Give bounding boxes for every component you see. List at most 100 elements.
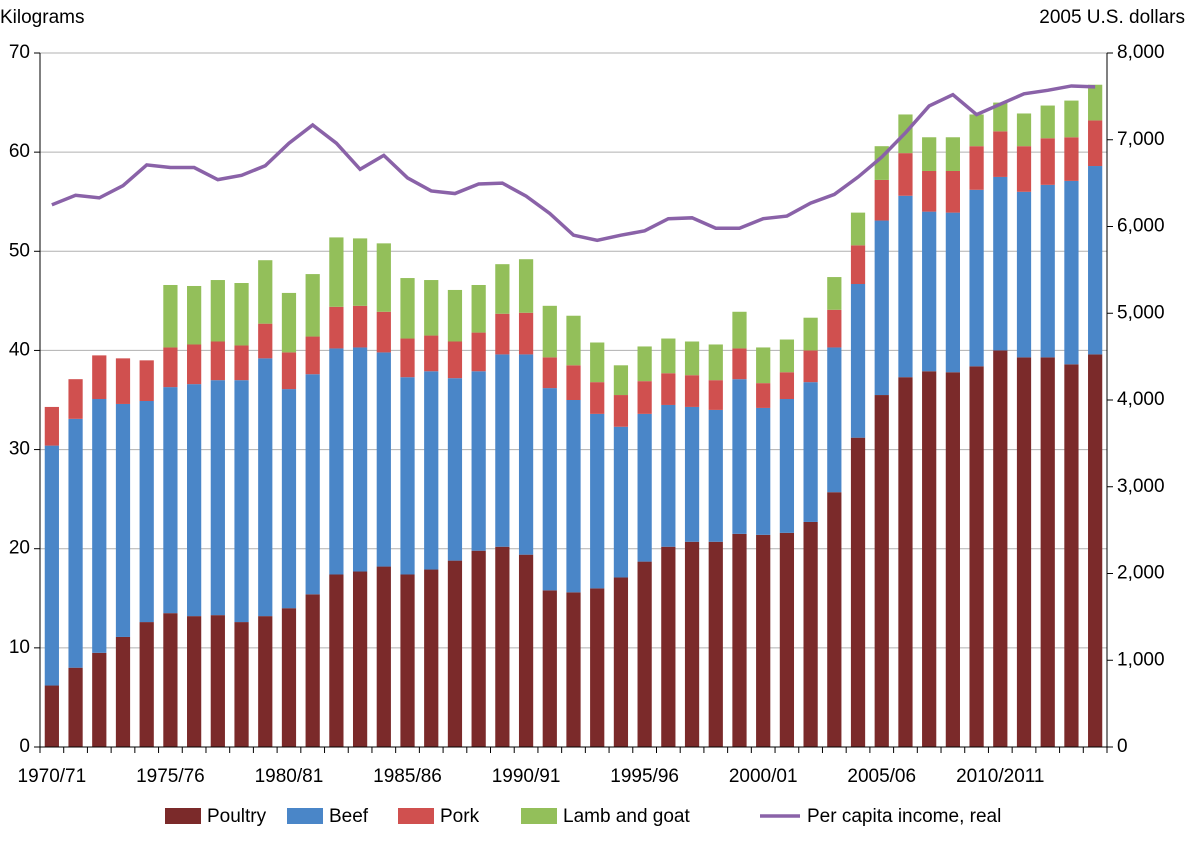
bar-segment — [1064, 180, 1079, 365]
y2-tick-label: 1,000 — [1117, 649, 1165, 670]
bar-segment — [234, 345, 249, 381]
y-axis-label: Kilograms — [0, 7, 84, 28]
bar-segment — [732, 379, 747, 534]
bar-segment — [518, 312, 534, 355]
y2-tick-label: 2,000 — [1117, 563, 1165, 584]
income-line — [51, 84, 1096, 243]
y2-tick-label: 0 — [1117, 736, 1128, 757]
bar-segment — [376, 311, 391, 353]
bar-segment — [258, 323, 273, 359]
bar-segment — [1016, 113, 1032, 147]
bar-segment — [827, 277, 842, 310]
bar-segment — [139, 400, 154, 623]
x-tick-label: 1995/96 — [610, 766, 679, 787]
bar-segment — [424, 569, 439, 747]
bar-segment — [115, 403, 131, 637]
y-tick-label: 30 — [9, 439, 30, 460]
bar-segment — [400, 574, 415, 747]
bar-segment — [732, 311, 747, 349]
bar-segment — [1040, 184, 1055, 358]
bar-segment — [684, 341, 700, 376]
bar-segment — [637, 561, 652, 747]
bar-segment — [258, 260, 273, 324]
bar-segment — [803, 350, 818, 383]
bar-segment — [874, 179, 889, 221]
bar-segment — [92, 355, 107, 400]
x-tick-label: 1970/71 — [18, 766, 87, 787]
bar-segment — [471, 332, 486, 372]
bar-segment — [187, 384, 202, 617]
bar-segment — [258, 616, 273, 747]
bar-segment — [376, 243, 391, 312]
bar-segment — [969, 189, 984, 367]
legend-label: Pork — [440, 806, 480, 827]
bar-segment — [210, 280, 225, 342]
bar-segment — [803, 521, 818, 747]
bar-segment — [44, 685, 59, 747]
bar-segment — [945, 137, 960, 171]
bar-segment — [163, 613, 178, 747]
bar-segment — [827, 309, 842, 348]
bar-segment — [281, 608, 297, 747]
bar-segment — [922, 211, 937, 372]
bar-segment — [329, 348, 344, 575]
bar-segment — [874, 395, 889, 747]
legend-label: Poultry — [207, 806, 267, 827]
bar-segment — [945, 372, 960, 747]
y2-tick-label: 6,000 — [1117, 216, 1165, 237]
bar-segment — [115, 358, 131, 404]
bar-segment — [210, 615, 225, 747]
bar-segment — [898, 377, 913, 747]
bar-segment — [281, 389, 297, 609]
bar-segment — [1088, 84, 1103, 121]
bar-segment — [613, 577, 629, 747]
bar-segment — [969, 114, 984, 147]
bar-segment — [329, 237, 344, 307]
bar-segment — [115, 636, 131, 747]
bar-segment — [566, 365, 581, 400]
bar-segment — [613, 365, 629, 396]
y-tick-label: 50 — [9, 240, 30, 261]
bar-segment — [518, 554, 534, 747]
bar-segment — [613, 395, 629, 427]
bar-segment — [305, 374, 320, 595]
bar-segment — [756, 383, 771, 408]
bar-segment — [542, 357, 557, 389]
bar-segment — [637, 413, 652, 562]
bar-segment — [779, 532, 795, 747]
bar-segment — [566, 592, 581, 747]
bar-segment — [400, 278, 415, 339]
bar-segment — [68, 379, 83, 419]
bar-segment — [139, 622, 154, 747]
bar-segment — [922, 170, 937, 212]
bar-segment — [590, 588, 605, 747]
bar-segment — [281, 352, 297, 390]
bar-segment — [827, 347, 842, 493]
bar-segment — [400, 338, 415, 378]
bar-segment — [1088, 354, 1103, 747]
bar-segment — [613, 426, 629, 578]
x-tick-label: 2000/01 — [729, 766, 798, 787]
bar-segment — [447, 341, 463, 379]
bar-segment — [1088, 120, 1103, 167]
bar-segment — [850, 437, 866, 747]
legend-swatch — [287, 808, 323, 824]
bar-segment — [234, 380, 249, 623]
bar-segment — [590, 342, 605, 383]
bar-segment — [329, 574, 344, 747]
bar-segment — [945, 170, 960, 213]
bar-segment — [542, 305, 557, 358]
bar-segment — [424, 280, 439, 336]
bar-segment — [708, 344, 723, 381]
bar-segment — [566, 400, 581, 593]
bar-segment — [352, 347, 368, 572]
bar-segment — [874, 220, 889, 396]
bar-segment — [92, 399, 107, 653]
bar-segment — [518, 259, 534, 313]
bar-segment — [187, 344, 202, 385]
bar-segment — [1040, 138, 1055, 185]
y-tick-label: 70 — [9, 42, 30, 63]
bar-segment — [803, 382, 818, 522]
y2-tick-label: 4,000 — [1117, 389, 1165, 410]
